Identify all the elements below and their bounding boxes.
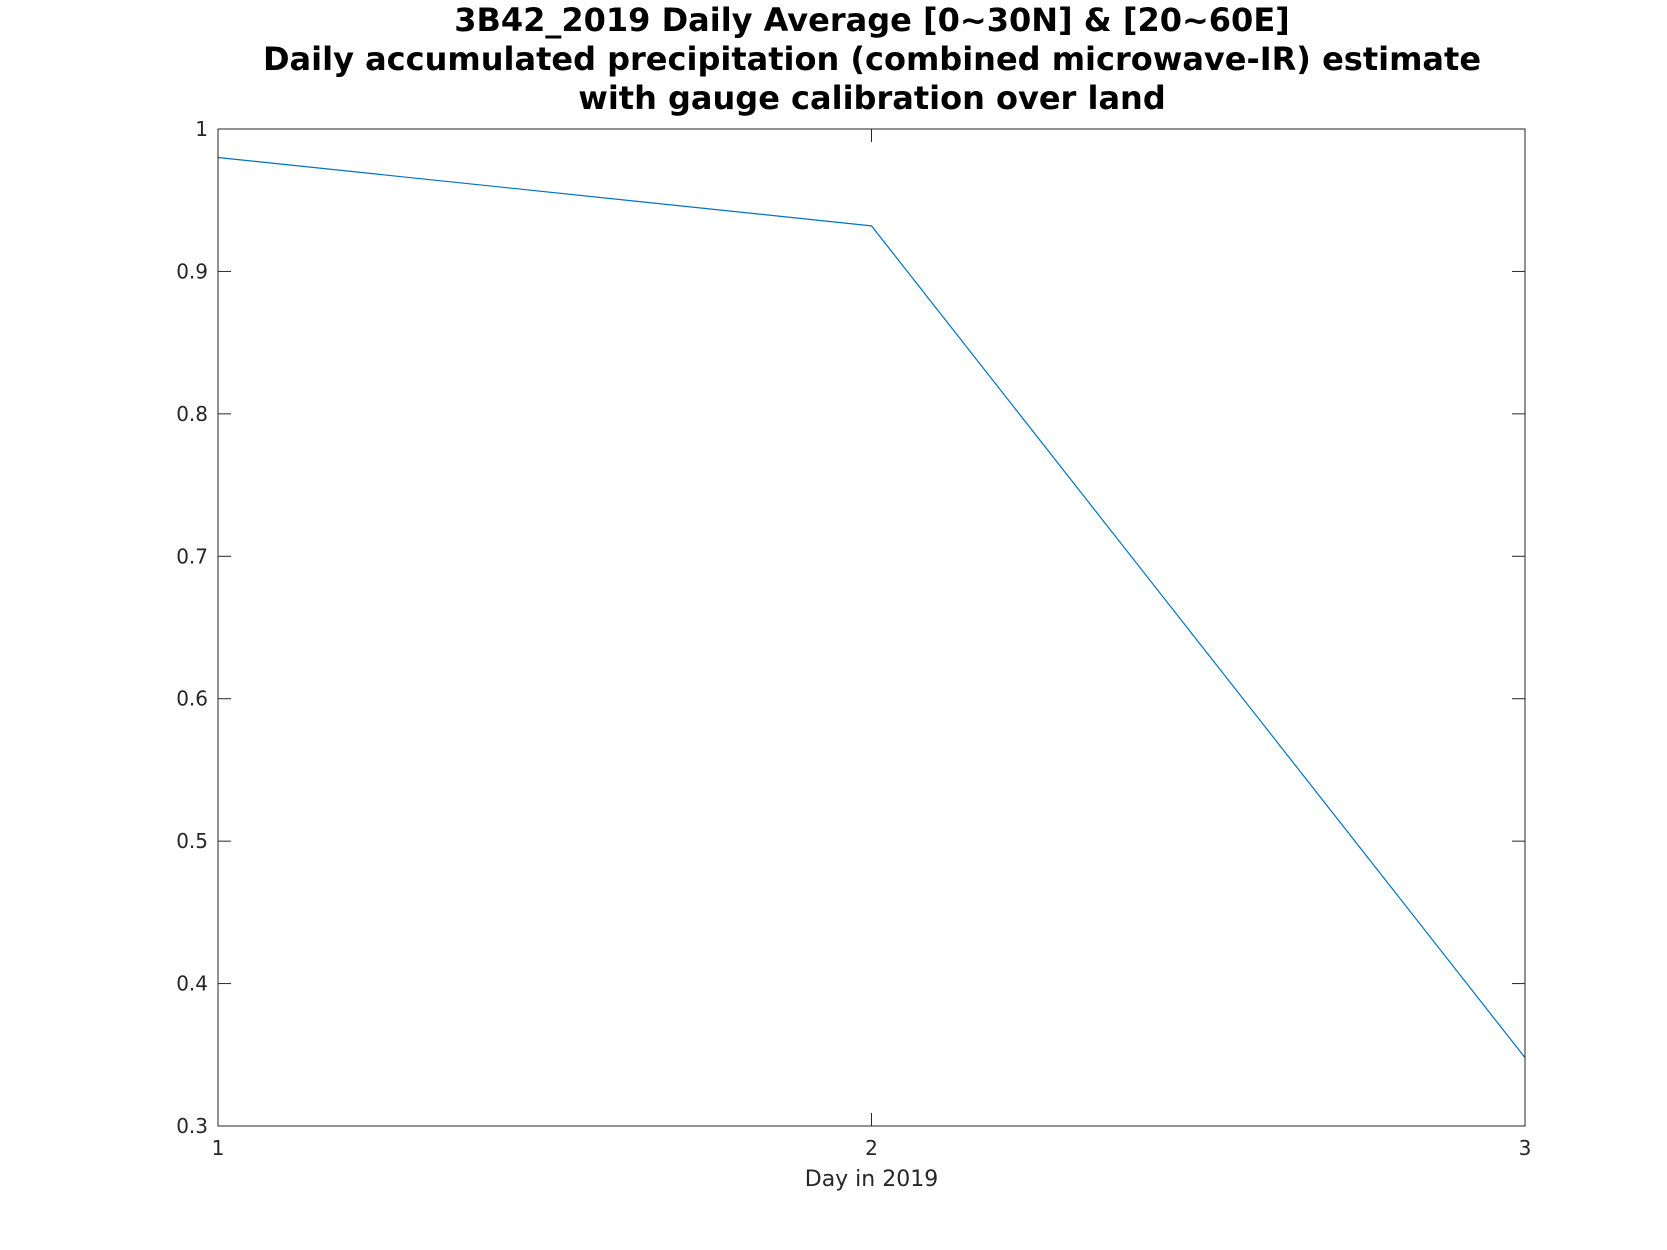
- title-line-1: 3B42_2019 Daily Average [0~30N] & [20~60…: [454, 1, 1290, 39]
- y-tick-label: 1: [195, 117, 208, 141]
- x-axis-label: Day in 2019: [805, 1167, 938, 1192]
- x-tick-labels: 1 2 3: [212, 1136, 1532, 1160]
- title-line-2: Daily accumulated precipitation (combine…: [263, 40, 1481, 78]
- y-tick-label: 0.3: [176, 1114, 208, 1138]
- x-tick-label: 3: [1519, 1136, 1532, 1160]
- y-tick-label: 0.5: [176, 829, 208, 853]
- plot-area: [218, 129, 1525, 1126]
- y-tick-label: 0.9: [176, 259, 208, 283]
- y-tick-label: 0.4: [176, 972, 208, 996]
- title-line-3: with gauge calibration over land: [578, 79, 1165, 117]
- series-layer: [217, 156, 1526, 1059]
- axes-box: [217, 128, 1526, 1127]
- y-tick-label: 0.7: [176, 544, 208, 568]
- x-tick-label: 2: [865, 1136, 878, 1160]
- y-tick-label: 0.6: [176, 687, 208, 711]
- chart-title: 3B42_2019 Daily Average [0~30N] & [20~60…: [263, 1, 1481, 117]
- y-tick-labels: 0.3 0.4 0.5 0.6 0.7 0.8 0.9 1: [176, 117, 208, 1138]
- x-tick-label: 1: [212, 1136, 225, 1160]
- y-tick-label: 0.8: [176, 402, 208, 426]
- series-line: [217, 156, 1526, 1059]
